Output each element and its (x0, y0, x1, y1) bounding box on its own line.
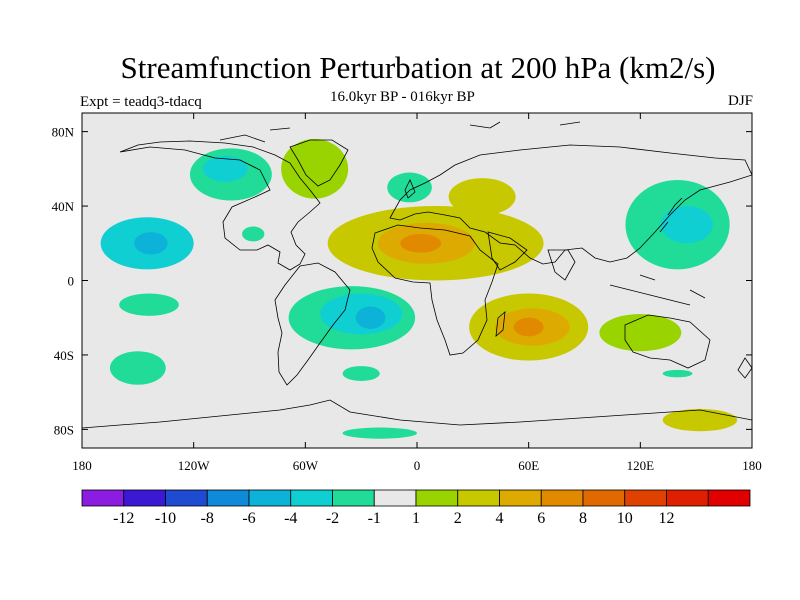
contour-region (242, 226, 265, 242)
coast-australia (624, 314, 711, 369)
colorbar-swatch (666, 489, 709, 507)
coast-eurasia (389, 144, 752, 265)
colorbar: -12 -10 -8 -6 -4 -2 -1 1 2 4 6 8 10 12 (81, 489, 751, 527)
map-background (82, 113, 752, 448)
contour-fills (100, 139, 738, 439)
contour-region (400, 233, 442, 253)
coast-south-america (274, 262, 351, 386)
colorbar-label: 12 (659, 510, 675, 527)
lon-label: 0 (414, 458, 421, 473)
coast-antarctica (82, 399, 752, 429)
contour-region (202, 155, 248, 182)
contour-region (387, 172, 432, 203)
colorbar-label: 2 (454, 510, 462, 527)
colorbar-label: 1 (412, 510, 420, 527)
colorbar-label: -6 (242, 510, 255, 527)
colorbar-swatch (123, 489, 166, 507)
colorbar-swatch (499, 489, 542, 507)
coast-africa (371, 224, 499, 356)
colorbar-swatch (81, 489, 125, 507)
colorbar-swatch (457, 489, 500, 507)
contour-region (662, 369, 693, 378)
coast-uk (404, 179, 416, 199)
colorbar-label: -10 (155, 510, 176, 527)
colorbar-label: -12 (113, 510, 134, 527)
colorbar-label: -8 (201, 510, 214, 527)
contour-region (119, 293, 179, 316)
contour-region (134, 232, 168, 255)
colorbar-swatch (206, 489, 250, 507)
contour-region (281, 139, 349, 199)
colorbar-label: 8 (579, 510, 587, 527)
coast-japan (659, 197, 683, 233)
lon-label: 180 (742, 458, 762, 473)
coast-north-america (119, 140, 321, 271)
contour-region (342, 427, 417, 439)
colorbar-swatch (707, 489, 751, 507)
colorbar-swatch (373, 489, 417, 507)
colorbar-swatch (582, 489, 626, 507)
coast-arctic-islands (219, 121, 581, 143)
colorbar-swatch (624, 489, 667, 507)
colorbar-label: 6 (537, 510, 545, 527)
contour-region (660, 206, 713, 244)
contour-region (448, 178, 516, 216)
contour-region (662, 408, 738, 432)
colorbar-label: -1 (368, 510, 381, 527)
lon-label: 60E (518, 458, 539, 473)
coast-india (547, 249, 576, 281)
lon-label: 180 (72, 458, 92, 473)
coast-greenland (289, 139, 349, 187)
colorbar-swatch (290, 489, 333, 507)
lat-label: 40S (54, 348, 74, 363)
contour-region (342, 366, 380, 381)
lon-label: 120E (627, 458, 655, 473)
colorbar-label: 10 (617, 510, 633, 527)
lon-label: 60W (293, 458, 319, 473)
lat-label: 0 (68, 274, 75, 289)
plot-title: Streamfunction Perturbation at 200 hPa (… (120, 50, 716, 85)
coast-arabia (487, 231, 528, 271)
colorbar-label: 4 (496, 510, 504, 527)
colorbar-label: -4 (284, 510, 297, 527)
map-axes: 80N 40N 0 40S 80S 180 120W 60W 0 60E 120E 180 (52, 113, 762, 473)
coast-new-zealand (737, 357, 752, 379)
contour-region (355, 306, 386, 329)
lon-label: 120W (178, 458, 211, 473)
plot-subtitle: 16.0kyr BP - 016kyr BP (330, 89, 475, 105)
experiment-label: Expt = teadq3-tdacq (80, 94, 202, 110)
contour-region (599, 314, 682, 352)
contour-region (109, 351, 166, 385)
coast-madagascar (495, 311, 506, 337)
coastlines (82, 121, 752, 429)
lat-label: 80N (52, 125, 75, 140)
colorbar-swatch (248, 489, 292, 507)
season-label: DJF (727, 93, 753, 109)
colorbar-label: -2 (326, 510, 339, 527)
colorbar-swatch (165, 489, 208, 507)
coast-indonesia (609, 274, 706, 306)
colorbar-swatch (540, 489, 584, 507)
colorbar-swatch (332, 489, 375, 507)
colorbar-swatch (415, 489, 459, 507)
lat-label: 80S (54, 422, 74, 437)
contour-region (513, 317, 544, 337)
lat-label: 40N (52, 199, 75, 214)
